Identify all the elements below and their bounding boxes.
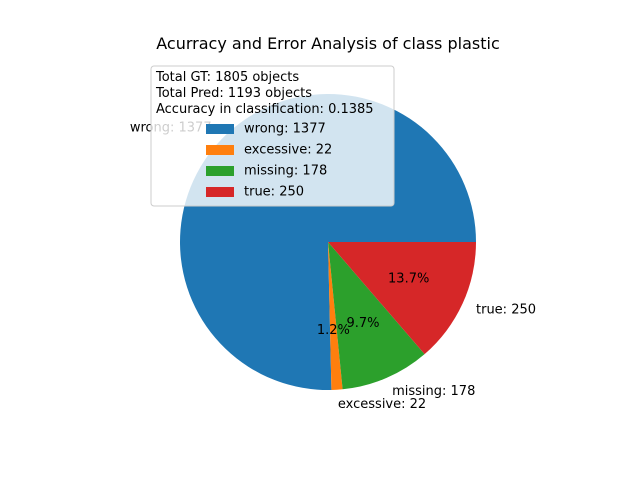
- legend-header-total-gt: Total GT: 1805 objects: [155, 70, 299, 85]
- legend-label-missing: missing: 178: [244, 164, 327, 179]
- pie-slice-true: [328, 242, 476, 355]
- percentage-labels: 1.2%9.7% 13.7%: [317, 272, 429, 339]
- legend-label-true: true: 250: [244, 185, 304, 200]
- legend-label-wrong: wrong: 1377: [244, 122, 326, 137]
- legend-header-total-pred: Total Pred: 1193 objects: [155, 86, 312, 101]
- pct-label-missing: 9.7%: [346, 316, 379, 331]
- legend-swatch-excessive: [206, 145, 234, 155]
- pie-slice-excessive: [328, 242, 343, 390]
- slice-label-missing: missing: 178: [392, 384, 475, 399]
- legend: Total GT: 1805 objects Total Pred: 1193 …: [150, 65, 395, 207]
- legend-swatch-true: [206, 187, 234, 197]
- pie-slice-missing: [328, 242, 425, 390]
- legend-entries: wrong: 1377 excessive: 22 missing: 178 true…: [206, 122, 332, 200]
- slice-label-true: true: 250: [476, 302, 536, 317]
- pct-label-true: 13.7%: [388, 272, 429, 287]
- pct-label-excessive: 1.2%: [317, 323, 350, 338]
- legend-swatch-wrong: [206, 124, 234, 134]
- legend-label-excessive: excessive: 22: [244, 143, 332, 158]
- legend-header-accuracy: Accuracy in classification: 0.1385: [156, 102, 374, 117]
- slice-label-excessive: excessive: 22: [338, 397, 426, 412]
- chart-title: Acurracy and Error Analysis of class pla…: [156, 34, 499, 53]
- legend-swatch-missing: [206, 166, 234, 176]
